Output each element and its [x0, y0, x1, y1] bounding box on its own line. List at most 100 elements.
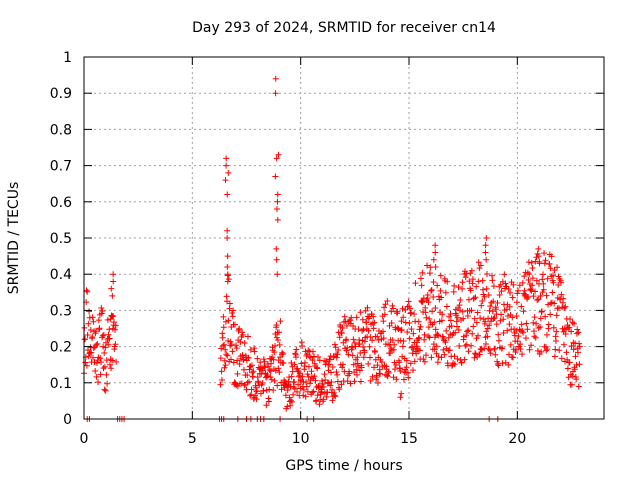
- data-point: [551, 300, 558, 307]
- data-point: [499, 345, 506, 352]
- data-point: [310, 388, 317, 395]
- data-point: [272, 90, 279, 97]
- data-point: [418, 282, 425, 289]
- data-point: [571, 366, 578, 373]
- data-point: [470, 323, 477, 330]
- data-point: [288, 359, 295, 366]
- data-point: [305, 347, 312, 354]
- data-point: [261, 358, 268, 365]
- data-point: [257, 359, 264, 366]
- data-point: [361, 349, 368, 356]
- data-point: [426, 270, 433, 277]
- data-point: [546, 260, 553, 267]
- x-tick-label: 15: [400, 431, 418, 447]
- data-point: [438, 294, 445, 301]
- data-point: [104, 380, 111, 387]
- data-point: [441, 337, 448, 344]
- data-point: [493, 306, 500, 313]
- data-point: [309, 389, 316, 396]
- data-point: [507, 341, 514, 348]
- data-point: [473, 335, 480, 342]
- data-point: [95, 317, 102, 324]
- data-point: [552, 346, 559, 353]
- data-point: [569, 373, 576, 380]
- data-point: [415, 335, 422, 342]
- data-point: [247, 363, 254, 370]
- data-point: [244, 379, 251, 386]
- data-point: [380, 335, 387, 342]
- data-point: [484, 325, 491, 332]
- data-point: [415, 318, 422, 325]
- data-point: [552, 337, 559, 344]
- data-point: [313, 397, 320, 404]
- data-point: [339, 361, 346, 368]
- data-point: [220, 324, 227, 331]
- data-point: [106, 335, 113, 342]
- data-point: [222, 177, 229, 184]
- data-point: [513, 299, 520, 306]
- data-point: [528, 287, 535, 294]
- data-point: [375, 337, 382, 344]
- data-point: [274, 271, 281, 278]
- data-point: [497, 281, 504, 288]
- data-point: [234, 370, 241, 377]
- data-point: [468, 342, 475, 349]
- data-point: [221, 341, 228, 348]
- data-point: [239, 329, 246, 336]
- data-point: [398, 318, 405, 325]
- data-point: [272, 342, 279, 349]
- data-point: [486, 346, 493, 353]
- data-point: [274, 191, 281, 198]
- data-point: [390, 305, 397, 312]
- data-point: [443, 303, 450, 310]
- data-point: [95, 379, 102, 386]
- data-point: [221, 357, 228, 364]
- data-point: [409, 367, 416, 374]
- data-point: [434, 359, 441, 366]
- data-point: [101, 363, 108, 370]
- data-point: [430, 294, 437, 301]
- data-point: [472, 294, 479, 301]
- data-point: [108, 365, 115, 372]
- data-point: [217, 381, 224, 388]
- data-point: [274, 198, 281, 205]
- data-point: [568, 381, 575, 388]
- data-point: [85, 353, 92, 360]
- data-point: [221, 364, 228, 371]
- data-point: [90, 344, 97, 351]
- data-point: [360, 343, 367, 350]
- data-point: [523, 320, 530, 327]
- data-point: [293, 346, 300, 353]
- data-point: [517, 346, 524, 353]
- data-point: [305, 363, 312, 370]
- data-point: [391, 341, 398, 348]
- data-point: [102, 344, 109, 351]
- data-point: [476, 265, 483, 272]
- data-point: [110, 278, 117, 285]
- data-point: [102, 387, 109, 394]
- data-point: [364, 304, 371, 311]
- data-point: [568, 343, 575, 350]
- y-tick-label: 0.1: [50, 376, 72, 392]
- data-point: [468, 267, 475, 274]
- data-point: [244, 333, 251, 340]
- data-point: [510, 281, 517, 288]
- data-point: [369, 320, 376, 327]
- data-point: [265, 363, 272, 370]
- data-point: [536, 260, 543, 267]
- data-point: [263, 402, 270, 409]
- data-point: [530, 293, 537, 300]
- data-point: [423, 314, 430, 321]
- data-point: [325, 361, 332, 368]
- data-point: [351, 339, 358, 346]
- data-point: [432, 304, 439, 311]
- data-point: [575, 329, 582, 336]
- data-point: [485, 345, 492, 352]
- data-point: [321, 371, 328, 378]
- data-point: [225, 337, 232, 344]
- data-point: [550, 324, 557, 331]
- data-point: [529, 265, 536, 272]
- data-point: [531, 314, 538, 321]
- data-point: [408, 326, 415, 333]
- data-point: [413, 350, 420, 357]
